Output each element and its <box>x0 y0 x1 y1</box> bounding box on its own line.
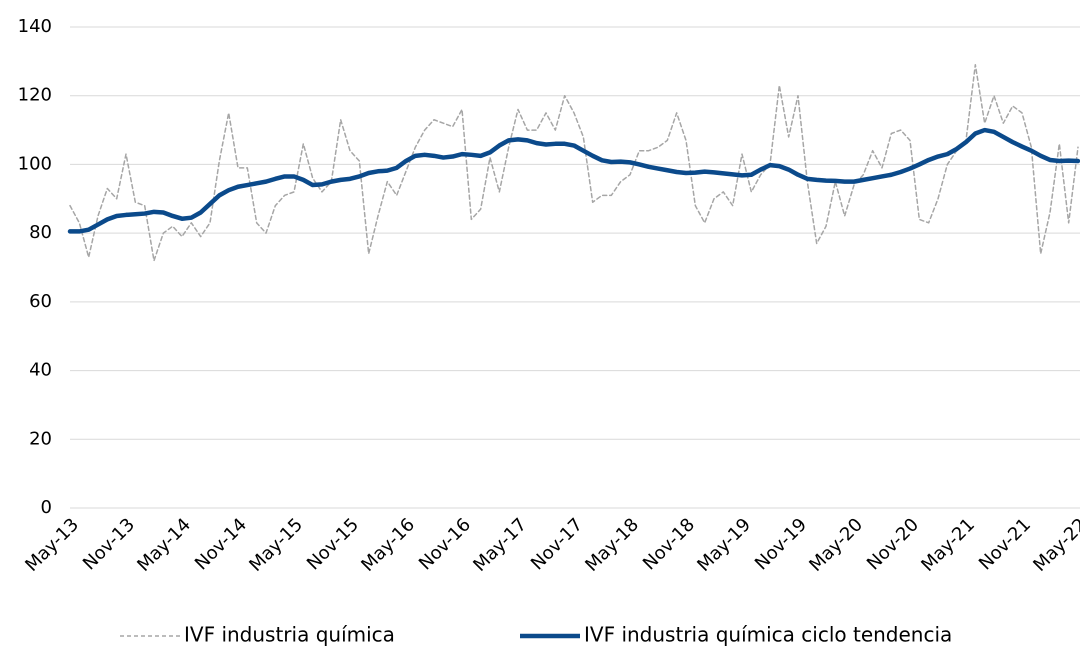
x-tick-label: May-22 <box>1029 514 1080 576</box>
y-tick-label: 120 <box>18 85 52 106</box>
y-tick-label: 80 <box>29 222 52 243</box>
x-tick-label: Nov-20 <box>863 514 923 574</box>
trend-line <box>67 127 1080 234</box>
raw-line <box>69 64 1079 262</box>
x-tick-label: Nov-21 <box>975 514 1035 574</box>
x-tick-label: May-13 <box>21 514 83 576</box>
y-tick-label: 0 <box>41 497 52 518</box>
x-tick-label: Nov-13 <box>79 514 139 574</box>
x-tick-label: May-14 <box>133 514 195 576</box>
x-tick-label: Nov-19 <box>751 514 811 574</box>
x-tick-label: Nov-18 <box>639 514 699 574</box>
x-tick-label: May-17 <box>469 514 531 576</box>
y-tick-label: 20 <box>29 428 52 449</box>
x-tick-label: May-21 <box>917 514 979 576</box>
y-tick-label: 40 <box>29 360 52 381</box>
x-tick-label: May-16 <box>357 514 419 576</box>
x-tick-label: Nov-17 <box>527 514 587 574</box>
x-tick-label: Nov-16 <box>415 514 475 574</box>
legend-label: IVF industria química <box>184 623 395 647</box>
x-tick-label: May-15 <box>245 514 307 576</box>
x-tick-label: Nov-15 <box>303 514 363 574</box>
x-tick-label: Nov-14 <box>191 514 251 574</box>
x-tick-label: May-19 <box>693 514 755 576</box>
y-tick-label: 140 <box>18 16 52 37</box>
x-tick-label: May-18 <box>581 514 643 576</box>
legend-label: IVF industria química ciclo tendencia <box>584 623 952 647</box>
y-tick-label: 60 <box>29 291 52 312</box>
x-tick-label: May-20 <box>805 514 867 576</box>
y-tick-label: 100 <box>18 153 52 174</box>
